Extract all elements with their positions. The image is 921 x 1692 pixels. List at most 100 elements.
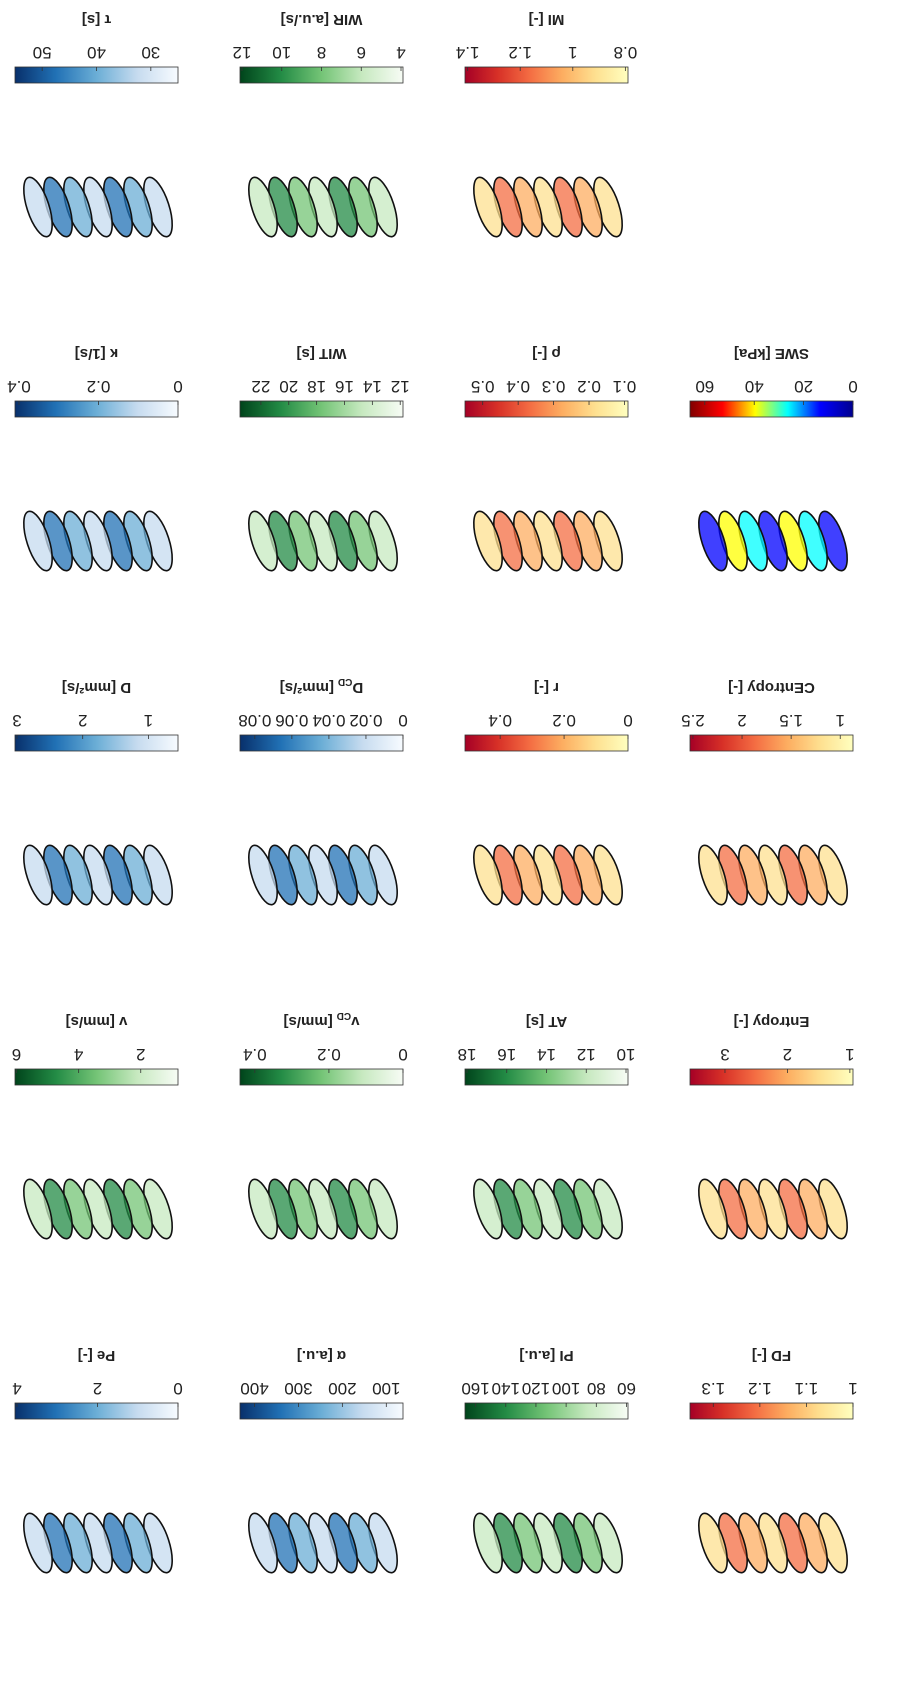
- colorbar-tick-label: 0.06: [275, 711, 308, 730]
- colorbar: [690, 401, 853, 417]
- title-symbol: r [-]: [534, 679, 559, 696]
- colorbar-tick-label: 1.4: [456, 43, 480, 62]
- colorbar-tick-label: 1: [568, 43, 577, 62]
- title-symbol: WIT [s]: [297, 345, 347, 362]
- colorbar: [240, 1069, 403, 1085]
- colorbar-title: r [-]: [534, 679, 559, 696]
- colorbar-tick-label: 20: [279, 377, 298, 396]
- colorbar-tick-label: 2: [93, 1379, 102, 1398]
- colorbar-tick-label: 100: [372, 1379, 400, 1398]
- colorbar-tick-label: 60: [617, 1379, 636, 1398]
- colorbar-tick-label: 0: [173, 377, 182, 396]
- colorbar-tick-label: 1.2: [748, 1379, 772, 1398]
- colorbar: [465, 67, 628, 83]
- colorbar: [690, 735, 853, 751]
- colorbar: [240, 401, 403, 417]
- colorbar-tick-label: 0.2: [577, 377, 601, 396]
- colorbar-title: CEntropy [-]: [728, 679, 815, 696]
- colorbar-title: AT [s]: [526, 1013, 567, 1030]
- colorbar-tick-label: 10: [272, 43, 291, 62]
- colorbar-title: WIT [s]: [297, 345, 347, 362]
- colorbar-tick-label: 12: [391, 377, 410, 396]
- colorbar-tick-label: 200: [328, 1379, 356, 1398]
- colorbar: [15, 401, 178, 417]
- colorbar-tick-label: 30: [141, 43, 160, 62]
- colorbar-tick-label: 1: [144, 711, 153, 730]
- colorbar: [15, 1403, 178, 1419]
- colorbar-tick-label: 120: [522, 1379, 550, 1398]
- colorbar-tick-label: 1.2: [508, 43, 532, 62]
- colorbar-tick-label: 0.8: [614, 43, 638, 62]
- title-symbol: MI [-]: [529, 11, 565, 28]
- colorbar-tick-label: 140: [492, 1379, 520, 1398]
- colorbar-tick-label: 12: [577, 1045, 596, 1064]
- colorbar-tick-label: 100: [552, 1379, 580, 1398]
- title-subscript: CD: [338, 676, 352, 687]
- title-symbol: α [a.u.]: [297, 1347, 346, 1364]
- colorbar-tick-label: 0.4: [243, 1045, 267, 1064]
- colorbar-tick-label: 8: [317, 43, 326, 62]
- colorbar: [15, 735, 178, 751]
- title-symbol: τ [s]: [82, 11, 111, 28]
- colorbar-tick-label: 14: [537, 1045, 556, 1064]
- colorbar-tick-label: 2.5: [681, 711, 705, 730]
- colorbar-tick-label: 1.1: [795, 1379, 819, 1398]
- colorbar: [690, 1069, 853, 1085]
- colorbar-tick-label: 2: [737, 711, 746, 730]
- title-symbol: D: [352, 679, 363, 696]
- colorbar-tick-label: 60: [695, 377, 714, 396]
- colorbar-tick-label: 1: [836, 711, 845, 730]
- colorbar-tick-label: 160: [461, 1379, 489, 1398]
- colorbar-tick-label: 2: [136, 1045, 145, 1064]
- colorbar-tick-label: 18: [307, 377, 326, 396]
- title-symbol: D [mm²/s]: [62, 679, 131, 696]
- colorbar-tick-label: 18: [458, 1045, 477, 1064]
- title-symbol: SWE [kPa]: [734, 345, 809, 362]
- colorbar-tick-label: 0.08: [238, 711, 271, 730]
- colorbar-tick-label: 14: [363, 377, 382, 396]
- colorbar-title: FD [-]: [752, 1347, 791, 1364]
- colorbar-tick-label: 0.4: [488, 711, 512, 730]
- title-unit: [mm²/s]: [280, 679, 334, 696]
- title-symbol: CEntropy [-]: [728, 679, 815, 696]
- colorbar-tick-label: 10: [617, 1045, 636, 1064]
- colorbar-tick-label: 0: [398, 711, 407, 730]
- title-subscript: CD: [337, 1010, 351, 1021]
- colorbar-tick-label: 0.02: [349, 711, 382, 730]
- title-symbol: Pe [-]: [78, 1347, 116, 1364]
- title-symbol: AT [s]: [526, 1013, 567, 1030]
- title-symbol: PI [a.u.]: [519, 1347, 573, 1364]
- colorbar-title: Entropy [-]: [734, 1013, 810, 1030]
- colorbar-title: κ [1/s]: [75, 345, 118, 362]
- colorbar-tick-label: 0: [173, 1379, 182, 1398]
- colorbar-title: PI [a.u.]: [519, 1347, 573, 1364]
- colorbar: [465, 401, 628, 417]
- colorbar-tick-label: 3: [720, 1045, 729, 1064]
- colorbar-tick-label: 40: [745, 377, 764, 396]
- colorbar: [465, 735, 628, 751]
- colorbar-tick-label: 3: [12, 711, 21, 730]
- colorbar-title: Pe [-]: [78, 1347, 116, 1364]
- colorbar-tick-label: 400: [240, 1379, 268, 1398]
- colorbar-tick-label: 16: [497, 1045, 516, 1064]
- colorbar-tick-label: 1.3: [701, 1379, 725, 1398]
- colorbar: [240, 735, 403, 751]
- colorbar-tick-label: 0.3: [542, 377, 566, 396]
- colorbar-tick-label: 0.1: [613, 377, 637, 396]
- colorbar-tick-label: 0.4: [506, 377, 530, 396]
- colorbar-tick-label: 4: [74, 1045, 83, 1064]
- colorbar-title: WIR [a.u./s]: [281, 11, 363, 28]
- colorbar-tick-label: 300: [284, 1379, 312, 1398]
- colorbar-title: ρ [-]: [532, 345, 560, 362]
- colorbar-title: MI [-]: [529, 11, 565, 28]
- colorbar-tick-label: 0: [848, 377, 857, 396]
- colorbar: [240, 1403, 403, 1419]
- colorbar-tick-label: 2: [78, 711, 87, 730]
- title-symbol: v [mm/s]: [66, 1013, 128, 1030]
- colorbar: [15, 1069, 178, 1085]
- colorbar-tick-label: 0.4: [7, 377, 31, 396]
- colorbar-title: D [mm²/s]: [62, 679, 131, 696]
- colorbar-title: v [mm/s]: [66, 1013, 128, 1030]
- colorbar-tick-label: 0.2: [87, 377, 111, 396]
- title-symbol: ρ [-]: [532, 345, 560, 362]
